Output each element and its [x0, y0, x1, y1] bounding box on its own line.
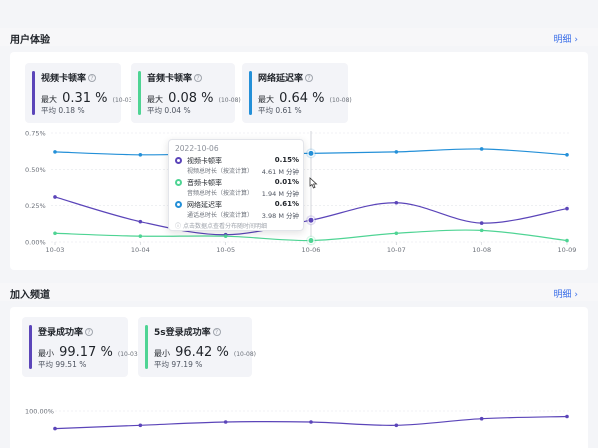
card-value: 96.42 %	[175, 345, 229, 360]
tooltip-series-name: 网络延迟率	[187, 201, 222, 209]
card-accent-bar	[138, 71, 141, 115]
card-title: 5s登录成功率	[154, 328, 211, 338]
tooltip-sub-label: 音频总时长（按流计算）	[187, 190, 254, 197]
card-value: 0.64 %	[279, 91, 325, 106]
chevron-right-icon: ›	[574, 35, 578, 45]
card-average: 平均 0.18 %	[41, 106, 85, 115]
tooltip-date: 2022-10-06	[175, 144, 219, 153]
tooltip-row-network: 网络延迟率 0.61% 通话总时长（按流计算） 3.98 M 分钟	[175, 199, 299, 220]
metric-card-5s-login-success[interactable]: 5s登录成功率? 最小 96.42 % (10-08) 平均 97.19 %	[138, 317, 256, 377]
experience-detail-link[interactable]: 明细 ›	[554, 32, 579, 45]
mouse-cursor-icon	[309, 177, 318, 189]
card-value-date: (10-08)	[233, 351, 257, 358]
section-header-join	[0, 283, 598, 301]
card-value: 0.31 %	[62, 91, 108, 106]
help-icon[interactable]: ?	[305, 74, 314, 82]
help-icon[interactable]: ?	[194, 74, 203, 82]
help-icon[interactable]: ?	[85, 328, 94, 336]
tooltip-sub-value: 1.94 M 分钟	[261, 190, 299, 198]
section-header-experience	[0, 28, 598, 46]
join-detail-label: 明细	[553, 290, 572, 300]
metric-card-login-success[interactable]: 登录成功率? 最小 99.17 % (10-03) 平均 99.51 %	[22, 317, 140, 377]
card-value-label: 最大	[258, 95, 274, 104]
card-value-date: (10-08)	[218, 97, 241, 104]
card-title: 登录成功率	[38, 328, 84, 338]
tooltip-series-value: 0.01%	[274, 178, 299, 186]
card-accent-bar	[32, 71, 35, 115]
card-value: 99.17 %	[59, 345, 113, 360]
join-panel: 登录成功率? 最小 99.17 % (10-03) 平均 99.51 % 5s登…	[10, 307, 588, 448]
card-accent-bar	[29, 325, 32, 369]
tooltip-sub-label: 通话总时长（按流计算）	[187, 212, 254, 219]
tooltip-series-name: 音频卡顿率	[187, 179, 222, 187]
card-value-label: 最小	[154, 349, 170, 358]
card-accent-bar	[145, 325, 148, 369]
tooltip-row-audio: 音频卡顿率 0.01% 音频总时长（按流计算） 1.94 M 分钟	[175, 177, 299, 198]
section-title-join: 加入频道	[10, 290, 50, 301]
card-value-date: (10-03)	[112, 97, 135, 104]
chart-tooltip: 2022-10-06 视频卡顿率 0.15% 视频总时长（按流计算） 4.61 …	[168, 139, 304, 231]
tooltip-series-name: 视频卡顿率	[187, 157, 222, 165]
card-title: 音频卡顿率	[147, 74, 193, 84]
card-value-label: 最小	[38, 349, 54, 358]
tooltip-sub-value: 4.61 M 分钟	[261, 168, 299, 176]
tooltip-row-video: 视频卡顿率 0.15% 视频总时长（按流计算） 4.61 M 分钟	[175, 155, 299, 176]
card-average: 平均 97.19 %	[154, 360, 203, 369]
card-value-label: 最大	[41, 95, 57, 104]
tooltip-series-value: 0.61%	[274, 200, 299, 208]
card-value: 0.08 %	[168, 91, 214, 106]
tooltip-footer: 点击数据点查看分布随时间明细	[182, 223, 267, 230]
card-average: 平均 99.51 %	[38, 360, 87, 369]
card-title: 网络延迟率	[258, 74, 304, 84]
tooltip-series-value: 0.15%	[274, 156, 299, 164]
card-average: 平均 0.04 %	[147, 106, 191, 115]
tooltip-sub-value: 3.98 M 分钟	[261, 212, 299, 220]
series-marker-icon	[175, 179, 182, 186]
card-average: 平均 0.61 %	[258, 106, 302, 115]
card-title: 视频卡顿率	[41, 74, 87, 84]
card-value-label: 最大	[147, 95, 163, 104]
info-icon: ⓘ	[175, 223, 182, 230]
metric-card-network-latency[interactable]: 网络延迟率? 最大 0.64 % (10-08) 平均 0.61 %	[242, 63, 352, 123]
card-value-date: (10-08)	[329, 97, 352, 104]
card-value-date: (10-03)	[117, 351, 141, 358]
metric-card-audio-stall[interactable]: 音频卡顿率? 最大 0.08 % (10-08) 平均 0.04 %	[131, 63, 241, 123]
section-title-experience: 用户体验	[10, 35, 50, 46]
metric-card-video-stall[interactable]: 视频卡顿率? 最大 0.31 % (10-03) 平均 0.18 %	[25, 63, 135, 123]
tooltip-sub-label: 视频总时长（按流计算）	[187, 168, 254, 175]
chevron-right-icon: ›	[574, 290, 578, 300]
experience-detail-label: 明细	[553, 35, 572, 45]
help-icon[interactable]: ?	[88, 74, 97, 82]
series-marker-icon	[175, 201, 182, 208]
card-accent-bar	[249, 71, 252, 115]
series-marker-icon	[175, 157, 182, 164]
join-detail-link[interactable]: 明细 ›	[554, 287, 579, 300]
help-icon[interactable]: ?	[212, 328, 221, 336]
